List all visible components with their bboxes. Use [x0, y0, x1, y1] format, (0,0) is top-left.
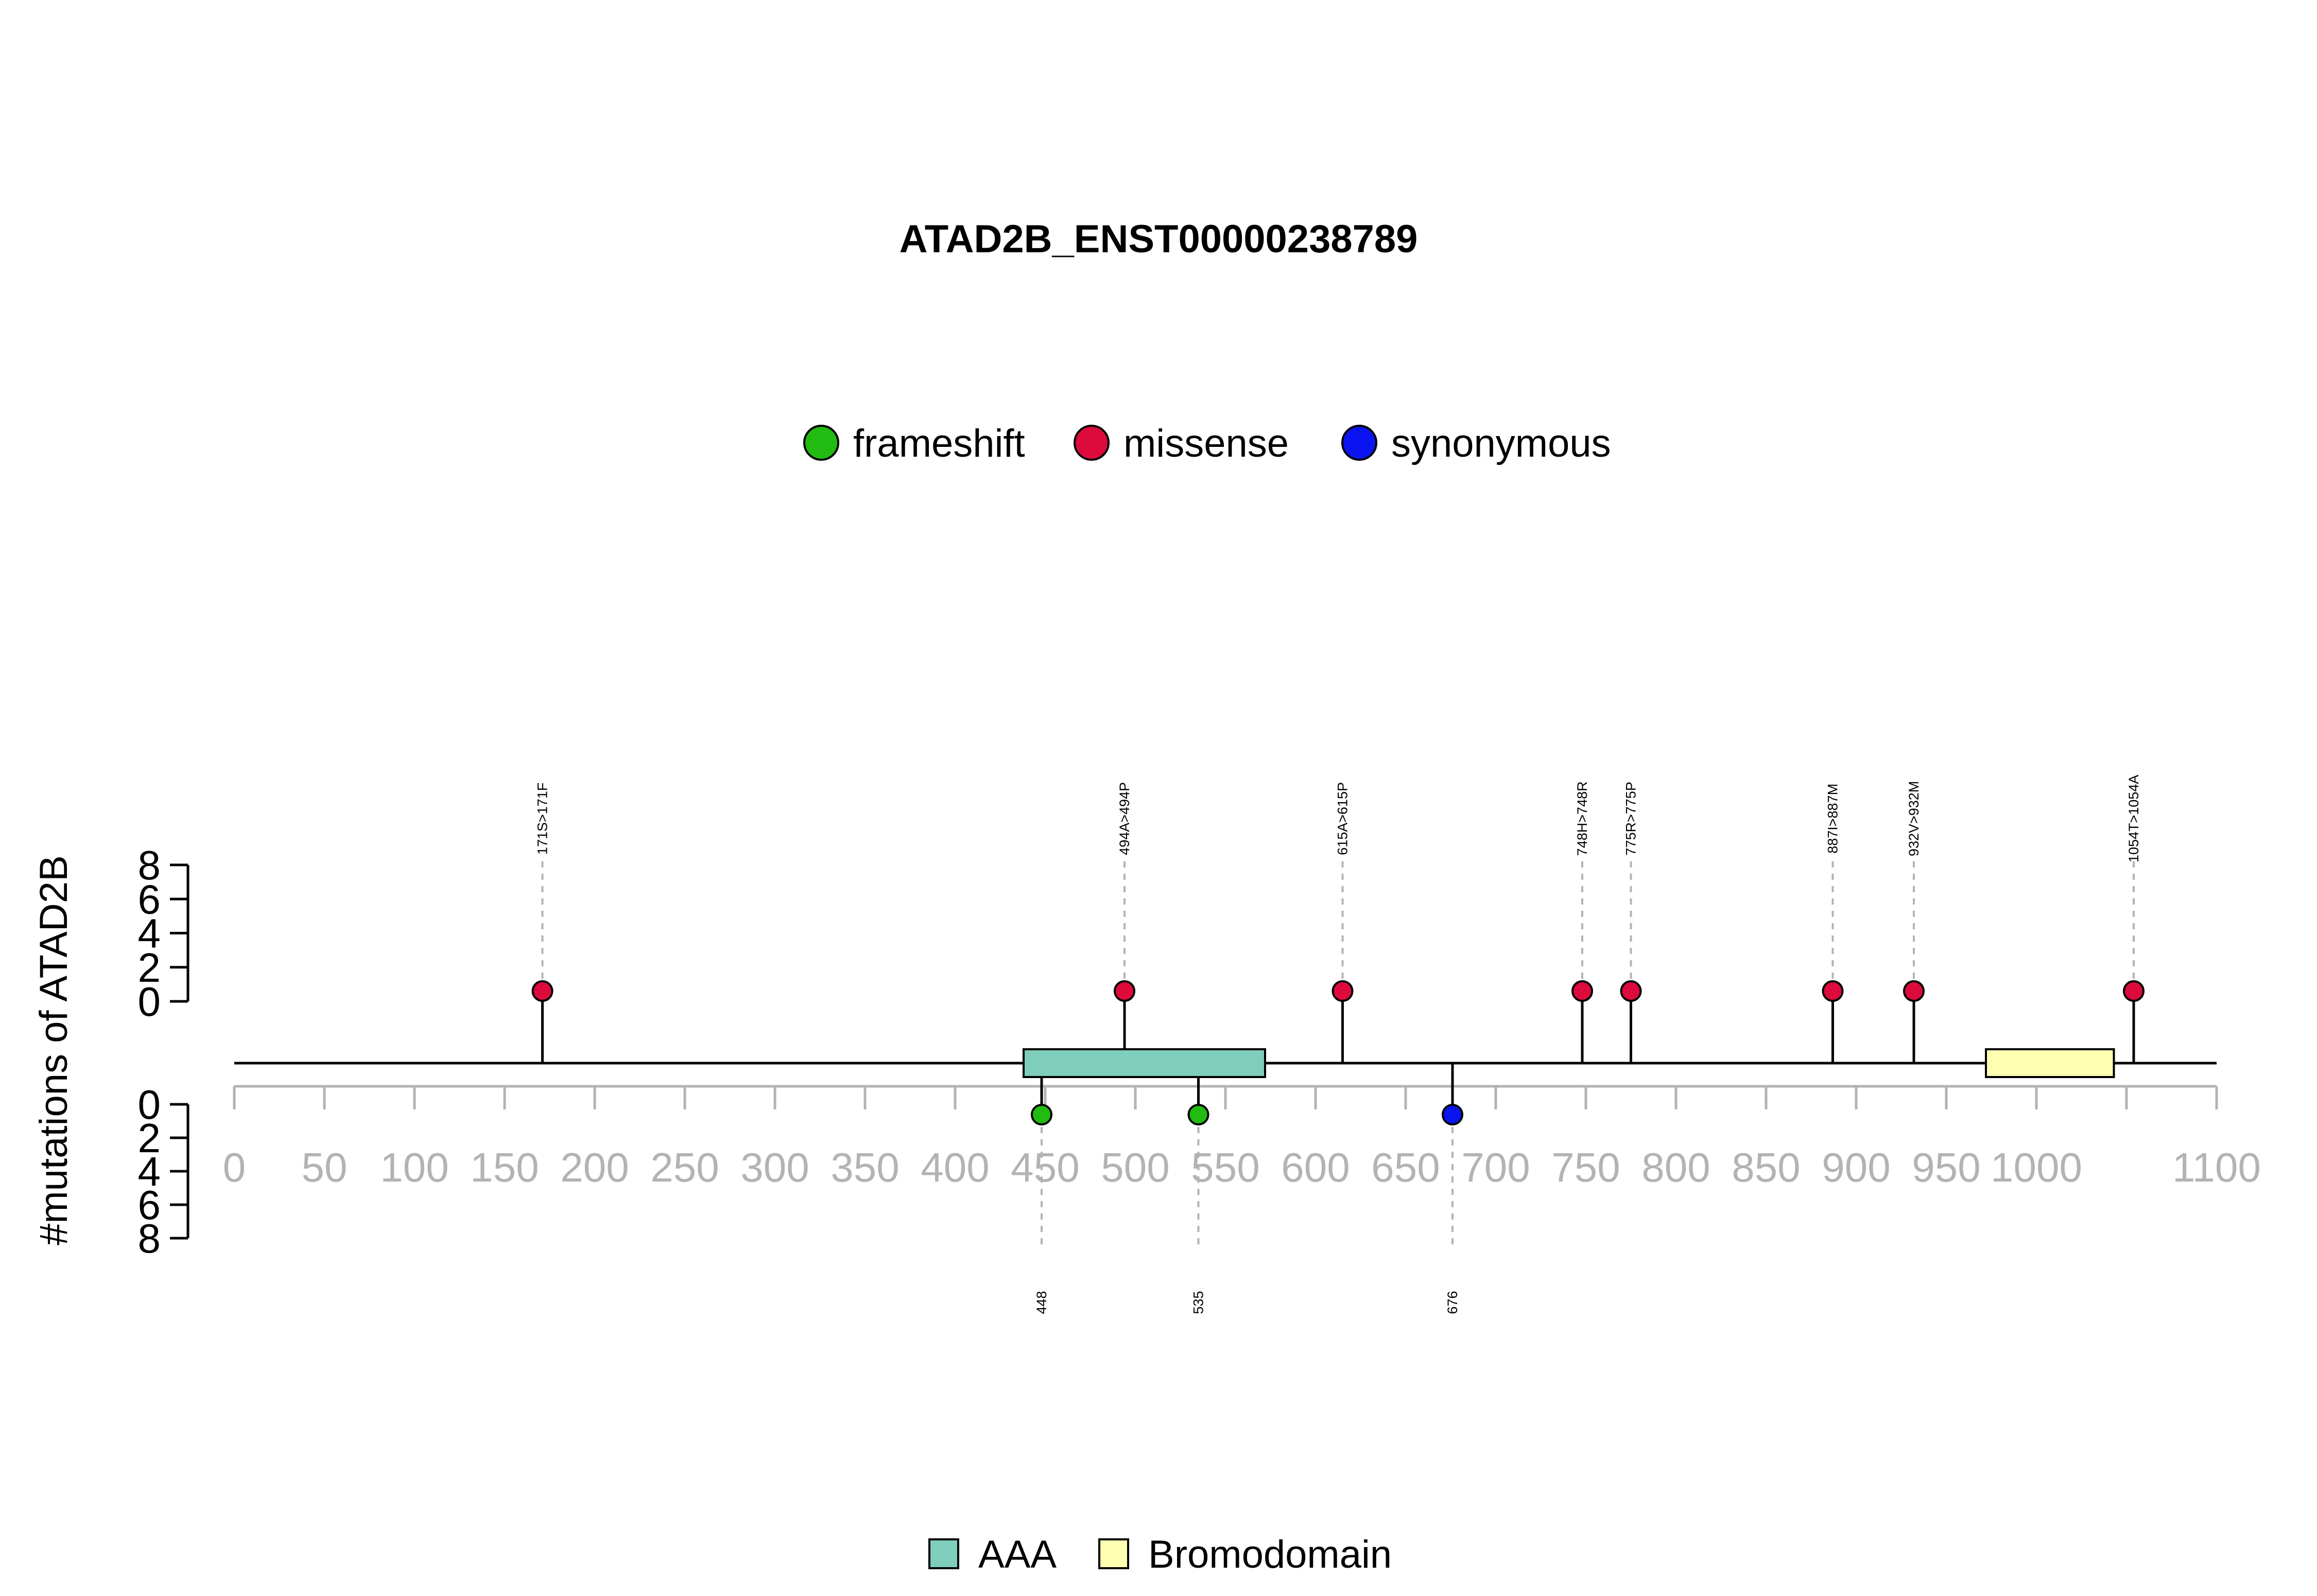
x-tick-label: 200 [560, 1144, 629, 1190]
domain-legend-key-bromodomain [1098, 1538, 1129, 1569]
mutation-label-887: 887I>887M [1825, 784, 1841, 854]
lollipop-748 [1571, 980, 1593, 1002]
legend-label-missense: missense [1123, 422, 1289, 465]
x-tick-label: 400 [921, 1144, 989, 1190]
y-tick-label-bottom: 8 [138, 1216, 161, 1261]
y-tick-label-bottom: 2 [138, 1115, 161, 1161]
mutation-label-494: 494A>494P [1117, 782, 1132, 855]
mutation-label-748: 748H>748R [1575, 782, 1590, 856]
x-tick-label: 850 [1732, 1144, 1800, 1190]
domain-legend-label-bromodomain: Bromodomain [1148, 1533, 1392, 1576]
lollipop-494 [1114, 980, 1135, 1002]
mutation-label-171: 171S>171F [535, 783, 550, 855]
lollipop-775 [1620, 980, 1642, 1002]
x-tick-label: 500 [1101, 1144, 1169, 1190]
x-tick-label: 150 [470, 1144, 539, 1190]
lollipop-535 [1187, 1104, 1209, 1125]
y-tick-label-top: 2 [138, 945, 161, 991]
y-tick-label-top: 4 [138, 911, 161, 957]
y-axis-label: #mutations of ATAD2B [32, 855, 76, 1245]
x-axis: 0 50 100 150 200 250 300 350 400 450 500 550 600 650 7… [223, 1085, 2261, 1190]
mutation-label-615: 615A>615P [1335, 782, 1351, 855]
lollipop-171 [531, 980, 554, 1002]
x-tick-label: 450 [1011, 1144, 1079, 1190]
lollipop-615 [1332, 980, 1354, 1002]
y-tick-label-top: 8 [138, 842, 161, 888]
chart-title: ATAD2B_ENST00000238789 [900, 217, 1418, 261]
mutation-legend: frameshift missense synonymous [803, 422, 1611, 465]
protein-domains [1023, 1048, 2115, 1078]
x-tick-label: 350 [831, 1144, 899, 1190]
x-tick-label: 0 [223, 1144, 246, 1190]
mutation-labels: 171S>171F 494A>494P 615A>615P 748H>748R 775R… [535, 775, 2142, 1314]
lollipop-448 [1031, 1104, 1052, 1125]
domain-aaa [1023, 1048, 1266, 1078]
y-tick-label-bottom: 4 [138, 1149, 161, 1194]
legend-marker-missense [1074, 425, 1110, 461]
y-tick-label-top: 0 [138, 979, 161, 1025]
mutation-label-1054: 1054T>1054A [2126, 775, 2141, 862]
legend-label-frameshift: frameshift [853, 422, 1025, 465]
lollipop-1054 [2123, 980, 2145, 1002]
lollipop-887 [1822, 980, 1844, 1002]
mutation-label-676: 676 [1445, 1291, 1460, 1314]
domain-legend: AAA Bromodomain [928, 1533, 1392, 1576]
x-tick-label: 650 [1371, 1144, 1440, 1190]
x-tick-label: 750 [1551, 1144, 1620, 1190]
mutation-label-448: 448 [1034, 1291, 1049, 1314]
domain-bromodomain [1985, 1048, 2115, 1078]
y-tick-label-top: 6 [138, 876, 161, 922]
x-tick-label: 950 [1912, 1144, 1980, 1190]
domain-legend-label-aaa: AAA [978, 1533, 1057, 1576]
legend-marker-frameshift [803, 425, 839, 461]
x-tick-label: 100 [380, 1144, 448, 1190]
x-tick-label: 550 [1191, 1144, 1259, 1190]
mutation-label-932: 932V>932M [1906, 781, 1922, 856]
x-tick-label: 600 [1281, 1144, 1350, 1190]
x-tick-label: 700 [1461, 1144, 1530, 1190]
mutation-label-535: 535 [1191, 1291, 1206, 1314]
legend-marker-synonymous [1341, 425, 1377, 461]
x-tick-label: 50 [302, 1144, 348, 1190]
domain-legend-key-aaa [928, 1538, 959, 1569]
legend-label-synonymous: synonymous [1391, 422, 1611, 465]
x-tick-label: 1000 [1991, 1144, 2082, 1190]
lollipop-heads [531, 980, 2145, 1125]
mutation-label-775: 775R>775P [1623, 782, 1639, 855]
x-tick-label: 1100 [2172, 1144, 2261, 1190]
x-tick-label: 250 [650, 1144, 719, 1190]
lollipop-932 [1903, 980, 1925, 1002]
x-tick-label: 900 [1822, 1144, 1890, 1190]
lollipop-676 [1442, 1104, 1463, 1125]
y-tick-label-bottom: 0 [138, 1082, 161, 1127]
x-tick-label: 800 [1641, 1144, 1710, 1190]
y-tick-label-bottom: 6 [138, 1182, 161, 1228]
x-tick-label: 300 [740, 1144, 809, 1190]
